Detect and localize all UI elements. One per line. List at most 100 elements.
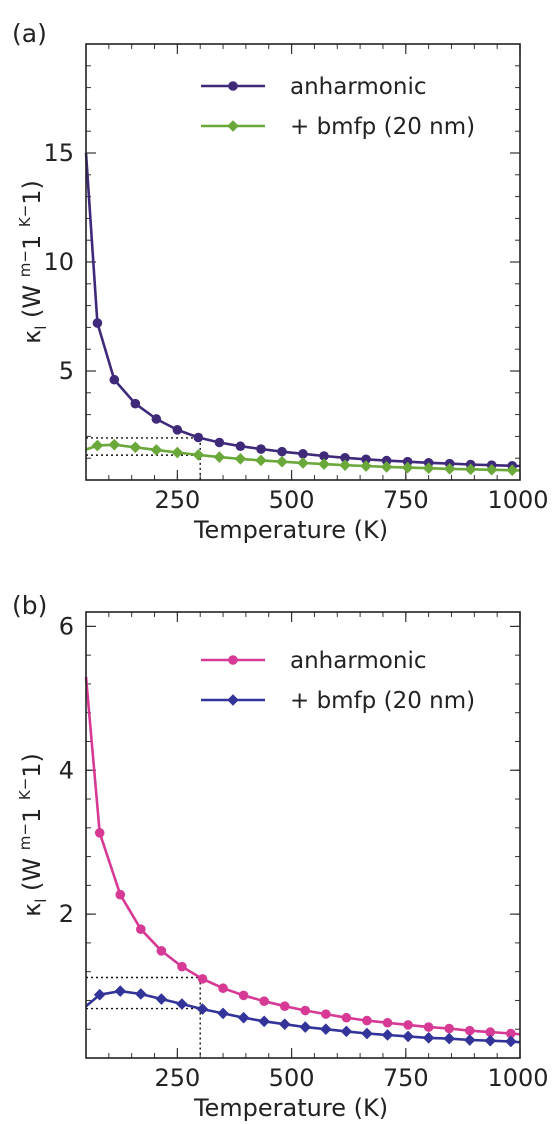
y-axis-title: κl (W m−1 K−1): [16, 753, 50, 917]
data-point: [485, 463, 498, 476]
data-point: [93, 988, 106, 1001]
data-point: [403, 1020, 413, 1030]
data-point: [238, 990, 249, 1001]
plot-frame: [85, 43, 521, 481]
chart-panel-1: (a) 250 500 750 1000 5 10 15 Temperature (K) κl (…: [12, 19, 549, 544]
data-point: [135, 988, 147, 1000]
data-point: [402, 456, 413, 467]
data-point: [197, 974, 208, 984]
legend-label: anharmonic: [290, 648, 426, 674]
data-point: [92, 318, 103, 328]
data-point: [464, 463, 477, 476]
y-tick-label: 4: [59, 756, 74, 784]
data-point: [91, 439, 104, 452]
data-point: [381, 1029, 394, 1041]
data-point: [276, 455, 288, 468]
data-point: [382, 1017, 393, 1028]
data-point: [150, 444, 163, 456]
data-point: [298, 449, 308, 459]
data-point: [255, 454, 267, 467]
data-point: [217, 1007, 229, 1020]
x-tick-label: 750: [383, 486, 429, 514]
x-tick-label: 250: [154, 1064, 200, 1092]
data-point: [464, 1025, 475, 1036]
data-point: [114, 985, 127, 997]
data-point: [380, 461, 393, 473]
legend-marker: [227, 120, 239, 132]
data-point: [340, 1025, 353, 1038]
data-point: [218, 983, 228, 994]
y-tick-label: 2: [59, 900, 74, 928]
series-anharmonic: [84, 152, 521, 471]
data-point: [318, 458, 330, 470]
data-point: [401, 461, 414, 474]
data-point: [319, 451, 329, 461]
data-point: [177, 961, 187, 972]
series-bmfp: [85, 438, 521, 476]
series-line: [84, 676, 521, 1036]
data-point: [402, 1030, 414, 1043]
legend-marker: [228, 655, 238, 665]
data-point: [156, 946, 167, 956]
x-tick-label: 750: [383, 1064, 429, 1092]
data-point: [259, 996, 269, 1006]
data-point: [484, 1034, 497, 1047]
data-point: [340, 452, 350, 463]
data-point: [258, 1015, 270, 1028]
x-tick-label: 1000: [487, 486, 548, 514]
legend-marker: [227, 694, 239, 706]
legend: anharmonic + bmfp (20 nm): [201, 74, 475, 140]
data-point: [300, 1005, 311, 1016]
y-tick-label: 6: [59, 612, 74, 640]
data-point: [463, 1034, 476, 1046]
data-point: [192, 449, 205, 461]
data-point: [381, 455, 392, 466]
y-tick-label: 5: [59, 357, 74, 385]
data-point: [136, 924, 146, 935]
data-point: [422, 462, 435, 475]
y-tick-label: 10: [43, 248, 74, 276]
data-point: [129, 441, 142, 454]
x-tick-label: 1000: [487, 1064, 548, 1092]
panel-label: (b): [12, 591, 47, 620]
data-point: [320, 1023, 332, 1036]
data-point: [109, 374, 120, 385]
data-point: [321, 1009, 331, 1019]
data-point: [193, 432, 204, 443]
data-point: [151, 414, 162, 424]
x-tick-label: 250: [154, 486, 200, 514]
data-point: [443, 1032, 455, 1045]
data-point: [176, 998, 188, 1010]
data-point: [155, 993, 168, 1005]
data-point: [237, 1011, 250, 1024]
data-point: [115, 889, 126, 900]
x-tick-label: 500: [269, 1064, 315, 1092]
chart-panel-2: (b) 250 500 750 1000 2 4 6 Temperature (K) κl (W …: [12, 591, 549, 1122]
data-point: [171, 446, 184, 459]
data-point: [341, 1012, 352, 1023]
series-line: [85, 989, 521, 1044]
data-point: [506, 464, 519, 476]
data-point: [361, 454, 371, 465]
data-point: [297, 457, 309, 469]
data-point: [278, 1018, 291, 1030]
data-point: [172, 425, 183, 435]
data-point: [423, 1022, 434, 1032]
data-point: [234, 453, 247, 465]
legend-label: anharmonic: [290, 74, 426, 100]
x-axis-title: Temperature (K): [193, 1094, 388, 1122]
legend-marker: [228, 81, 238, 91]
series-bmfp: [85, 985, 521, 1048]
data-point: [196, 1003, 209, 1015]
data-point: [130, 398, 141, 409]
data-point: [277, 446, 287, 457]
legend-label: + bmfp (20 nm): [290, 114, 475, 140]
data-point: [444, 1023, 454, 1034]
data-point: [506, 1028, 516, 1039]
data-point: [213, 451, 226, 463]
x-tick-label: 500: [269, 486, 315, 514]
plot-frame: [85, 611, 521, 1059]
data-point: [279, 1001, 290, 1012]
data-point: [256, 444, 266, 454]
panel-label: (a): [12, 19, 47, 48]
